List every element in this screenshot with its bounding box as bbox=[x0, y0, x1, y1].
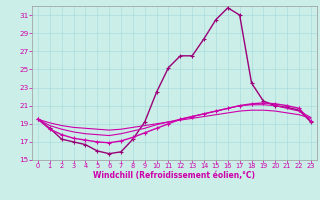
X-axis label: Windchill (Refroidissement éolien,°C): Windchill (Refroidissement éolien,°C) bbox=[93, 171, 255, 180]
